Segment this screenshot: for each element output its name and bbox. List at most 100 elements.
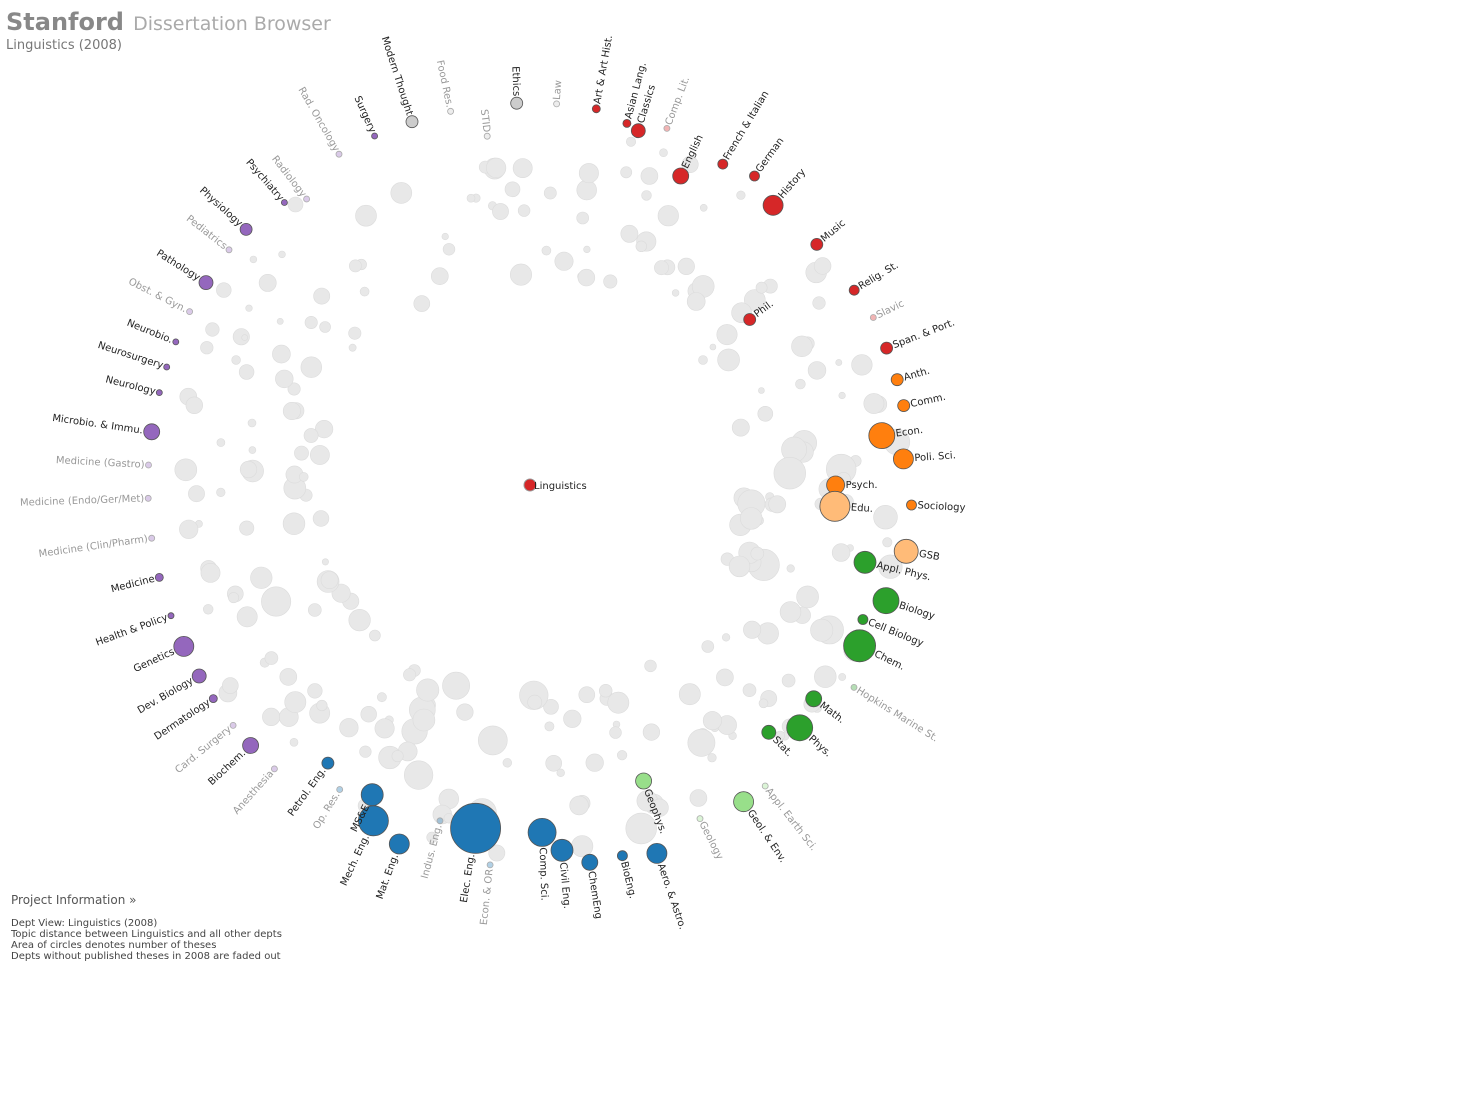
department-dot[interactable] [553,100,560,108]
department-node[interactable]: Comp. Lit. [663,75,693,132]
department-dot[interactable] [155,389,163,397]
department-dot[interactable] [805,690,823,708]
center-node[interactable] [523,478,537,492]
department-node[interactable]: Neurology [104,374,163,397]
department-node[interactable]: Comp. Sci. [527,818,557,901]
department-dot[interactable] [450,802,502,854]
department-node[interactable]: Econ. [868,422,924,450]
department-dot[interactable] [144,494,152,502]
department-dot[interactable] [810,237,824,251]
department-dot[interactable] [890,373,904,387]
department-node[interactable]: Biology [872,587,936,622]
department-node[interactable]: Health & Policy [94,612,175,649]
department-dot[interactable] [743,313,757,326]
department-node[interactable]: Aero. & Astro. [646,843,688,931]
department-dot[interactable] [672,167,690,185]
department-dot[interactable] [335,150,343,158]
department-dot[interactable] [749,170,760,182]
department-dot[interactable] [880,341,893,355]
department-node[interactable]: Geology [696,815,725,862]
department-dot[interactable] [869,314,877,321]
department-dot[interactable] [630,123,646,139]
department-dot[interactable] [436,817,444,825]
department-node[interactable]: Pediatrics [184,213,233,254]
department-dot[interactable] [906,499,917,511]
department-node[interactable]: Neurobio. [125,318,180,346]
department-node[interactable]: Comm. [897,392,947,413]
department-node[interactable]: Indus. Eng. [420,817,445,880]
department-dot[interactable] [893,538,919,564]
department-dot[interactable] [527,818,557,847]
department-dot[interactable] [483,132,491,140]
department-dot[interactable] [388,833,410,855]
department-node[interactable]: Anesthesia [231,765,278,817]
department-dot[interactable] [843,629,876,663]
department-dot[interactable] [198,275,214,291]
department-node[interactable]: Phys. [786,714,834,760]
department-node[interactable]: History [762,167,808,216]
department-node[interactable]: Medicine (Gastro) [56,455,152,471]
department-node[interactable]: Edu. [819,490,873,522]
department-node[interactable]: Rad. Oncology [296,85,343,158]
department-node[interactable]: Medicine [110,573,164,595]
department-node[interactable]: Sociology [906,499,966,514]
department-dot[interactable] [486,861,494,869]
department-dot[interactable] [186,308,194,316]
department-dot[interactable] [696,815,704,822]
department-node[interactable]: Span. & Port. [880,317,957,355]
department-node[interactable]: Music [810,218,848,251]
department-dot[interactable] [360,783,384,807]
department-node[interactable]: Econ. & OR [479,861,496,926]
department-dot[interactable] [173,636,195,657]
department-dot[interactable] [581,853,599,871]
department-dot[interactable] [154,573,164,582]
department-node[interactable]: Art & Art Hist. [591,34,615,114]
department-dot[interactable] [145,461,152,469]
department-dot[interactable] [868,422,896,450]
department-dot[interactable] [819,490,851,522]
department-dot[interactable] [762,194,784,216]
department-dot[interactable] [242,737,260,754]
department-dot[interactable] [208,694,218,703]
department-dot[interactable] [635,772,652,790]
department-dot[interactable] [270,765,278,773]
department-node[interactable]: Anth. [890,366,931,387]
department-node[interactable]: BioEng. [617,850,638,900]
department-dot[interactable] [336,786,344,793]
department-dot[interactable] [550,838,574,862]
department-node[interactable]: Poli. Sci. [893,448,956,470]
department-node[interactable]: Civil Eng. [550,838,574,909]
department-node[interactable]: Mat. Eng. [375,833,410,901]
department-node[interactable]: Pathology [154,248,214,291]
department-dot[interactable] [143,423,161,441]
department-dot[interactable] [893,448,914,470]
department-node[interactable]: Ethics [509,66,524,110]
department-dot[interactable] [850,684,858,691]
department-node[interactable]: GSB [893,538,941,564]
department-dot[interactable] [617,850,628,862]
department-dot[interactable] [280,199,288,206]
department-node[interactable]: Psych. [826,475,878,495]
department-node[interactable]: Elec. Eng. [450,802,502,904]
department-dot[interactable] [857,614,869,625]
department-dot[interactable] [761,782,769,790]
department-dot[interactable] [321,756,335,770]
department-dot[interactable] [848,284,860,296]
department-dot[interactable] [733,791,754,813]
department-dot[interactable] [167,612,175,620]
department-node[interactable]: Law [552,80,564,108]
department-dot[interactable] [163,363,171,371]
department-node[interactable]: Surgery [352,95,379,140]
department-node[interactable]: STID [478,109,492,140]
department-dot[interactable] [646,843,668,864]
department-dot[interactable] [191,668,207,684]
department-node[interactable]: Op. Res. [311,786,344,832]
department-node[interactable]: Medicine (Clin/Pharm) [38,534,156,560]
department-node[interactable]: Hopkins Marine St. [850,684,940,744]
department-dot[interactable] [148,534,156,542]
department-node[interactable]: Neurosurgery [96,340,171,371]
department-dot[interactable] [303,195,311,203]
project-information-link[interactable]: Project Information » [11,893,137,907]
department-dot[interactable] [622,119,632,128]
department-dot[interactable] [510,96,524,110]
